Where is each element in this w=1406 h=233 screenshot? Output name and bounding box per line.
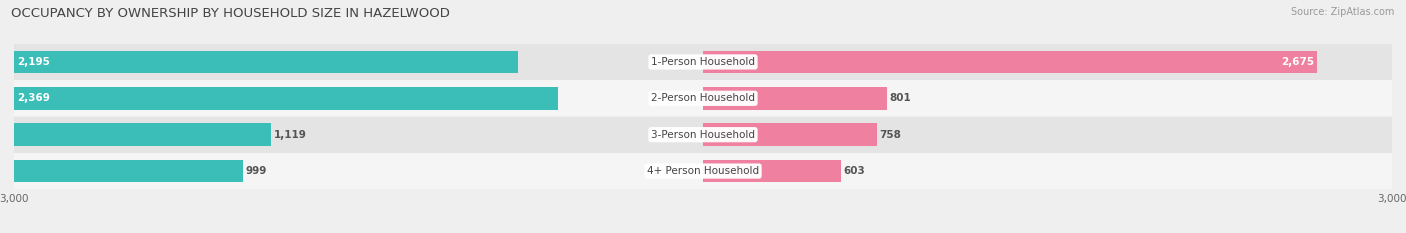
Text: 2,675: 2,675	[1281, 57, 1313, 67]
Text: 758: 758	[879, 130, 901, 140]
Text: Source: ZipAtlas.com: Source: ZipAtlas.com	[1291, 7, 1395, 17]
Text: 1-Person Household: 1-Person Household	[651, 57, 755, 67]
Bar	[703, 87, 887, 110]
Text: 4+ Person Household: 4+ Person Household	[647, 166, 759, 176]
Bar	[14, 80, 1392, 116]
Text: OCCUPANCY BY OWNERSHIP BY HOUSEHOLD SIZE IN HAZELWOOD: OCCUPANCY BY OWNERSHIP BY HOUSEHOLD SIZE…	[11, 7, 450, 20]
Bar	[14, 87, 558, 110]
Bar	[14, 160, 243, 182]
Bar	[14, 117, 1392, 153]
Bar	[703, 123, 877, 146]
Bar	[14, 44, 1392, 80]
Text: 999: 999	[246, 166, 267, 176]
Bar	[14, 51, 519, 73]
Bar	[703, 160, 841, 182]
Text: 1,119: 1,119	[273, 130, 307, 140]
Text: 2,195: 2,195	[17, 57, 51, 67]
Text: 801: 801	[889, 93, 911, 103]
Text: 2-Person Household: 2-Person Household	[651, 93, 755, 103]
Text: 603: 603	[844, 166, 866, 176]
Text: 2,369: 2,369	[17, 93, 51, 103]
Bar	[14, 123, 271, 146]
Bar	[703, 51, 1317, 73]
Text: 3-Person Household: 3-Person Household	[651, 130, 755, 140]
Bar	[14, 153, 1392, 189]
